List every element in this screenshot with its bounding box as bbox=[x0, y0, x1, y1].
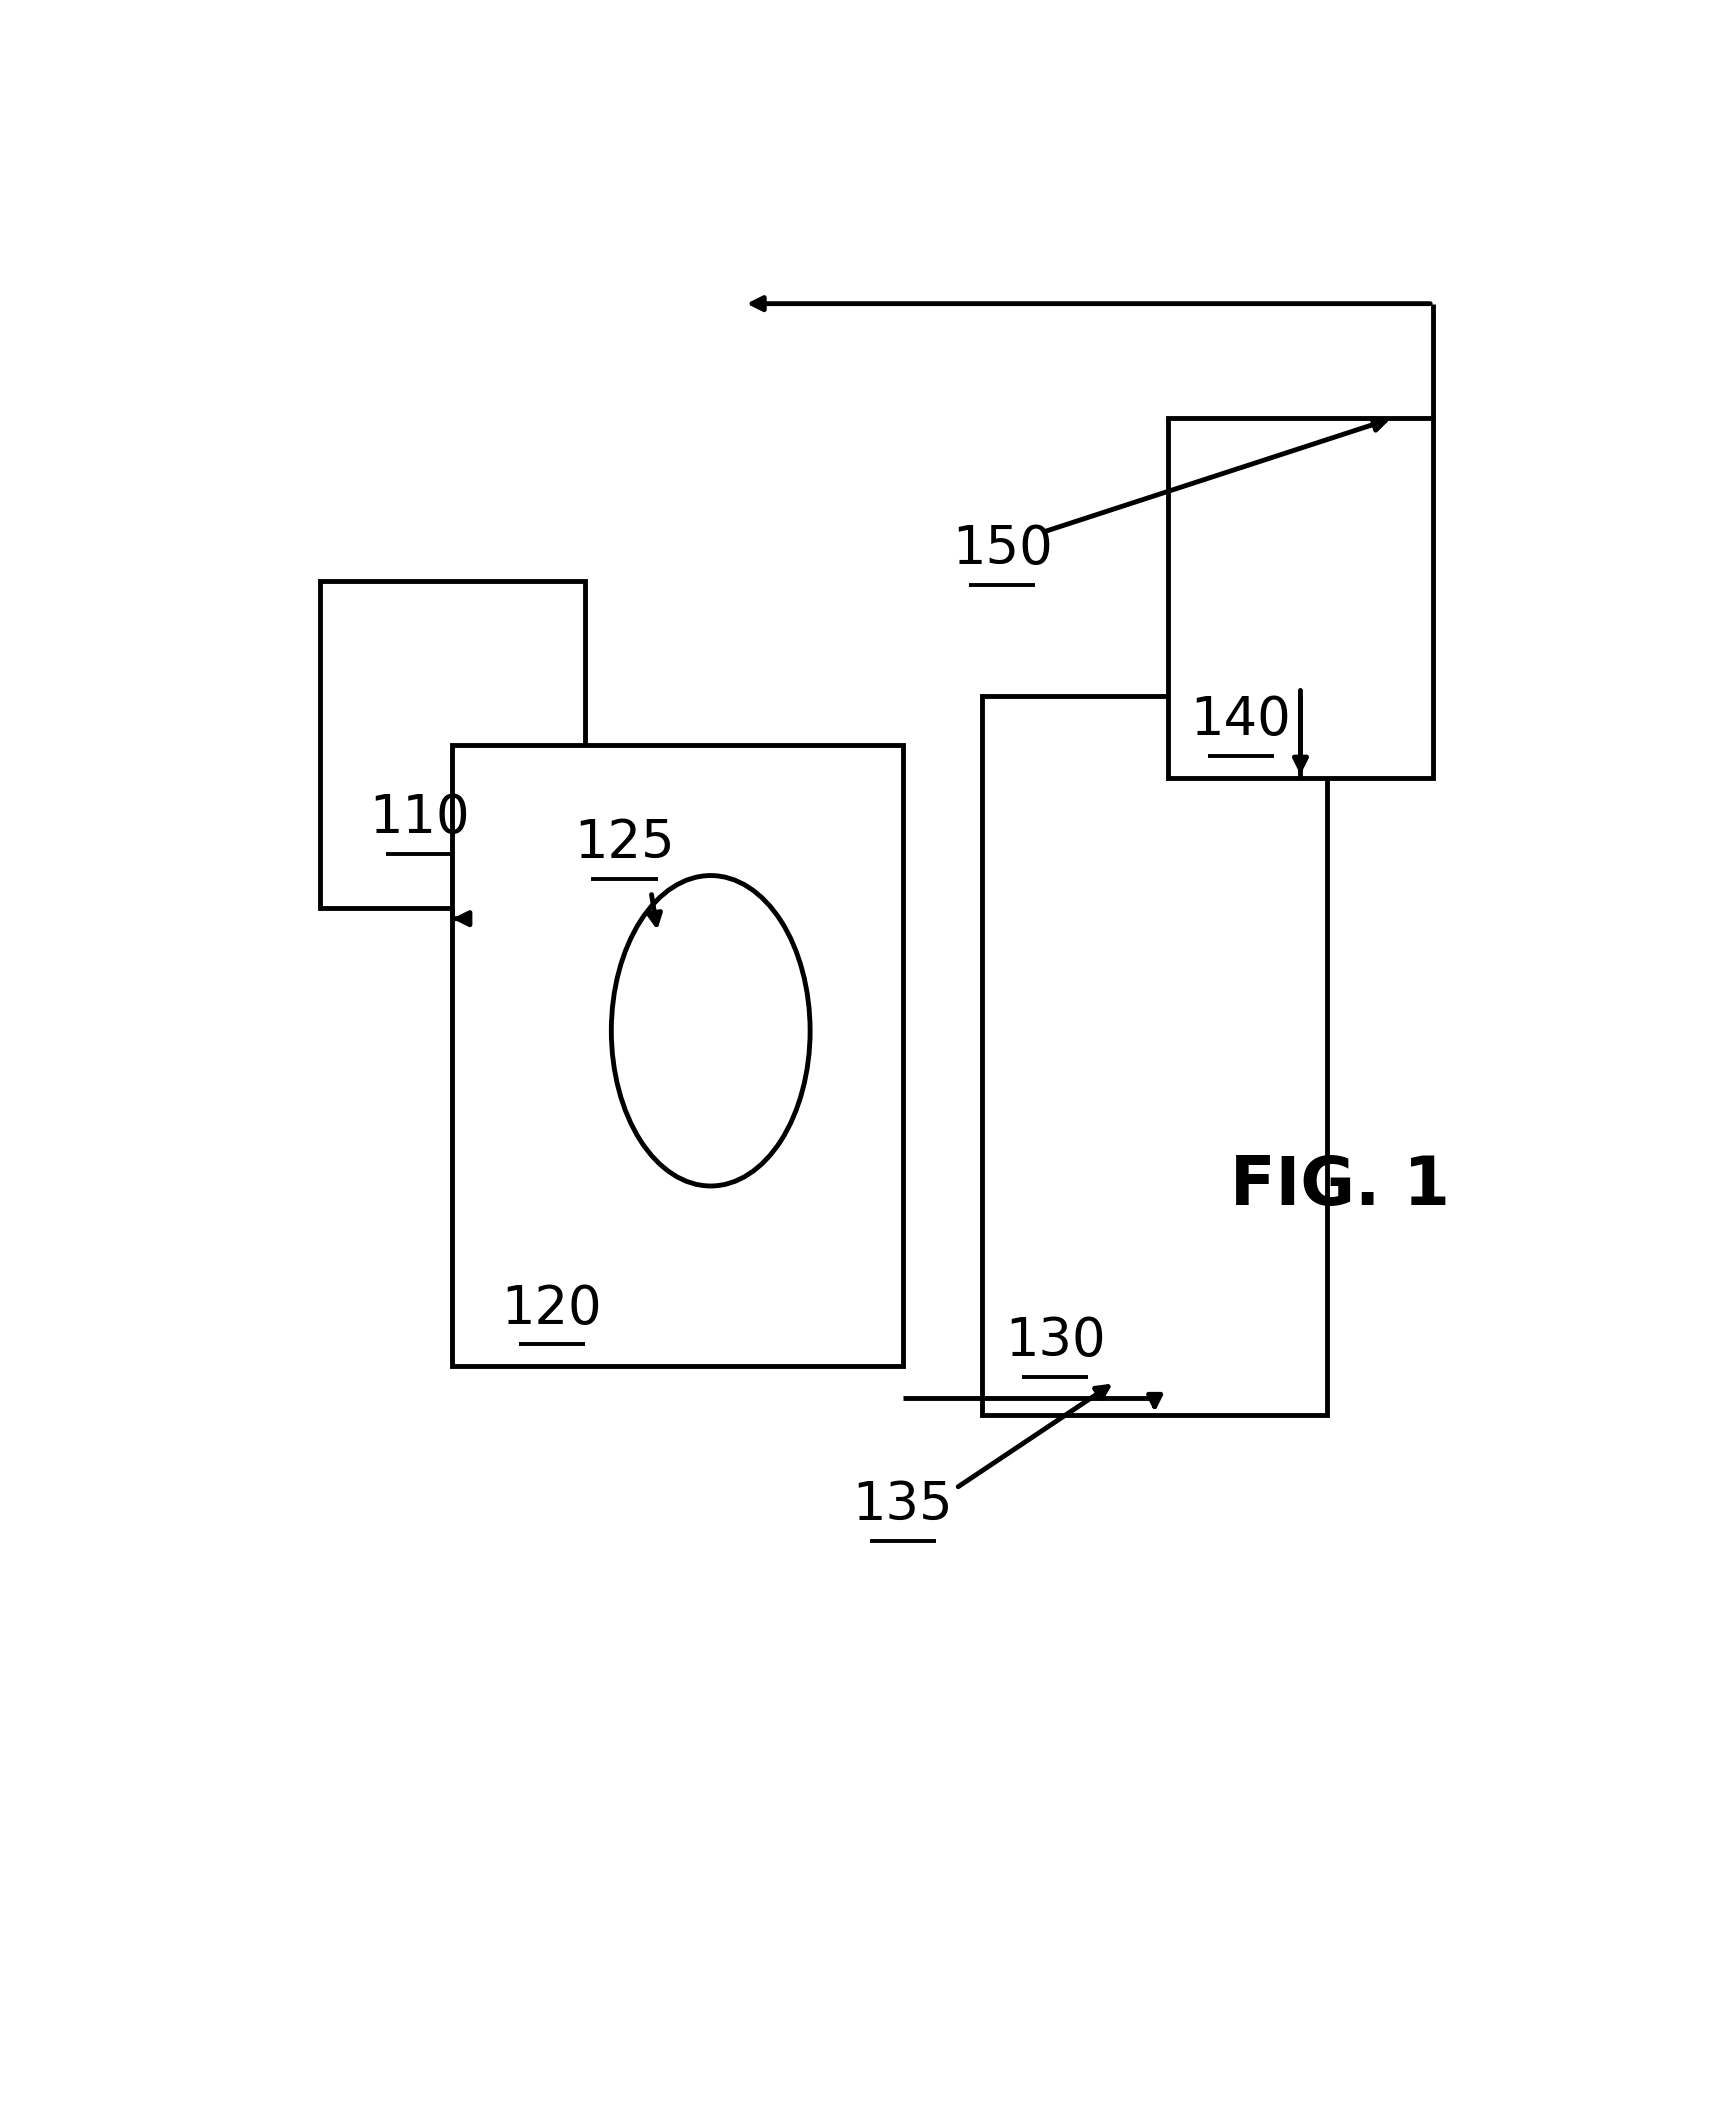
Bar bbox=[451, 745, 903, 1367]
Text: 125: 125 bbox=[575, 817, 675, 868]
Text: 120: 120 bbox=[501, 1282, 602, 1335]
Text: 110: 110 bbox=[369, 792, 470, 845]
Bar bbox=[982, 696, 1327, 1415]
Bar bbox=[320, 581, 585, 908]
Bar bbox=[1168, 418, 1433, 777]
Text: 135: 135 bbox=[853, 1479, 952, 1530]
Text: 150: 150 bbox=[952, 522, 1053, 575]
Text: 140: 140 bbox=[1190, 694, 1291, 747]
Ellipse shape bbox=[612, 876, 811, 1186]
Text: FIG. 1: FIG. 1 bbox=[1229, 1152, 1450, 1218]
Text: 130: 130 bbox=[1005, 1316, 1106, 1367]
